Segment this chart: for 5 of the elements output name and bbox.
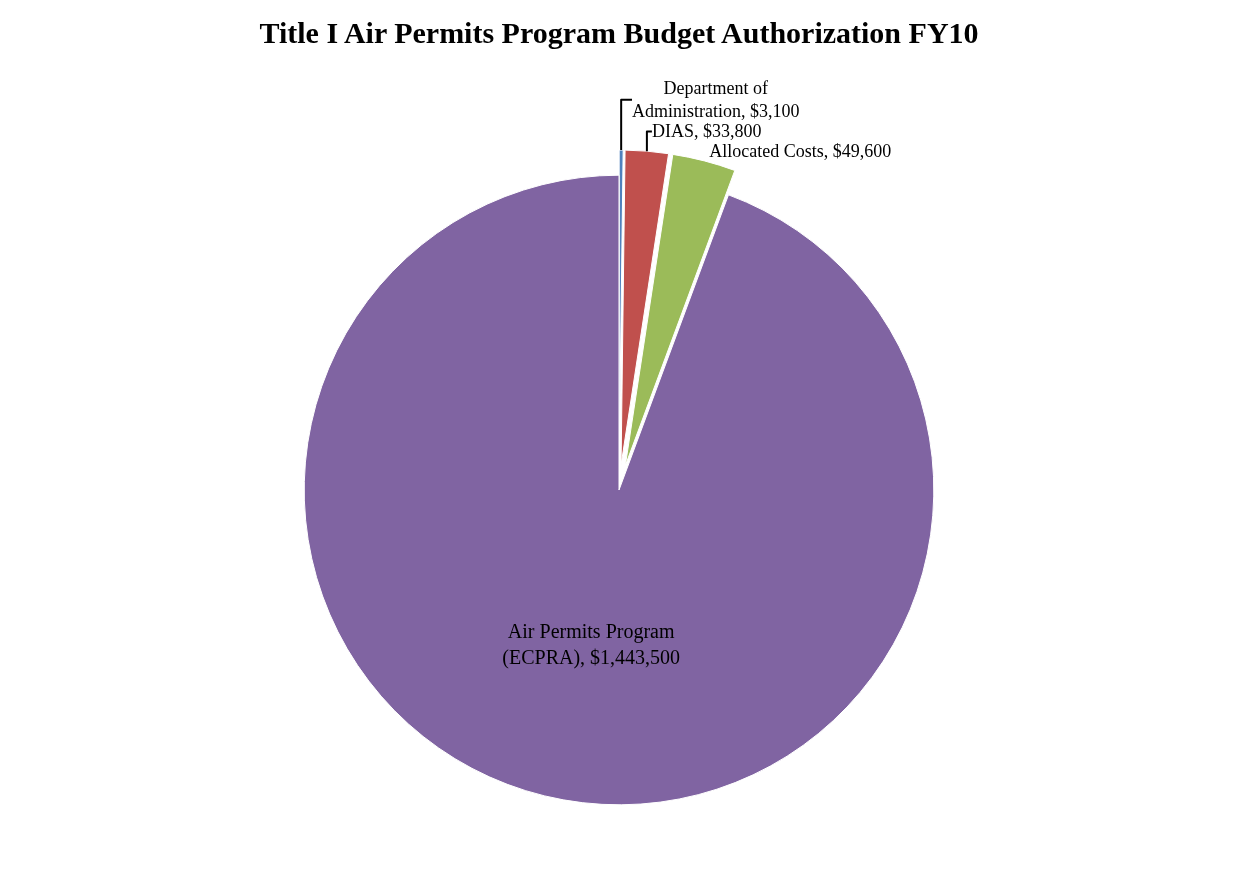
chart-title: Title I Air Permits Program Budget Authorization FY10 (259, 16, 979, 50)
slice-label: Allocated Costs, $49,600 (709, 141, 892, 162)
slice-label: DIAS, $33,800 (651, 121, 762, 142)
slice-label: Air Permits Program (ECPRA), $1,443,500 (502, 620, 681, 670)
slice-label: Department of Administration, $3,100 (632, 78, 800, 122)
